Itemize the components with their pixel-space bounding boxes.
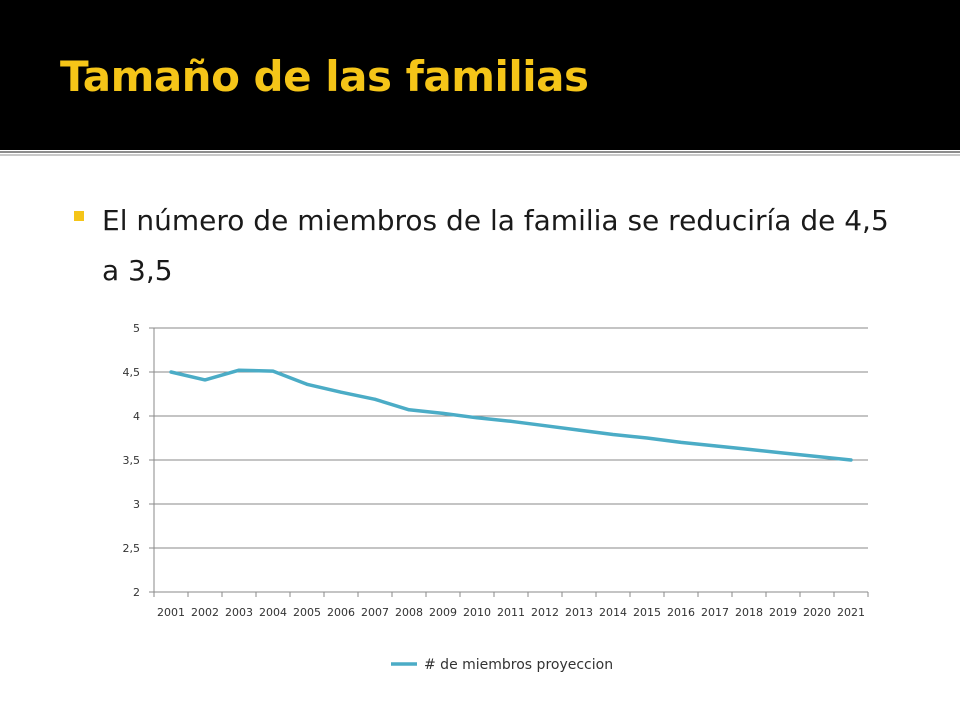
- title-divider-secondary: [0, 154, 960, 156]
- bullet-square-icon: [74, 211, 84, 221]
- x-tick-label: 2001: [157, 606, 185, 619]
- y-tick-label: 2: [133, 586, 140, 599]
- data-point: [781, 451, 785, 455]
- data-point: [373, 397, 377, 401]
- slide-title: Tamaño de las familias: [60, 52, 589, 101]
- x-tick-label: 2006: [327, 606, 355, 619]
- x-tick-label: 2017: [701, 606, 729, 619]
- series-line: [169, 368, 853, 462]
- chart-legend: # de miembros proyeccion: [391, 657, 613, 673]
- y-tick-label: 4,5: [123, 366, 141, 379]
- x-tick-label: 2011: [497, 606, 525, 619]
- x-tick-label: 2021: [837, 606, 865, 619]
- x-tick-label: 2014: [599, 606, 627, 619]
- chart-series: [169, 368, 853, 462]
- x-tick-label: 2007: [361, 606, 389, 619]
- data-point: [849, 458, 853, 462]
- y-tick-label: 4: [133, 410, 140, 423]
- x-tick-label: 2003: [225, 606, 253, 619]
- y-tick-label: 3: [133, 498, 140, 511]
- data-point: [237, 368, 241, 372]
- bullet-text: El número de miembros de la familia se r…: [102, 204, 889, 287]
- data-point: [475, 416, 479, 420]
- x-tick-label: 2012: [531, 606, 559, 619]
- data-point: [543, 424, 547, 428]
- x-tick-label: 2008: [395, 606, 423, 619]
- data-point: [713, 444, 717, 448]
- x-tick-label: 2010: [463, 606, 491, 619]
- data-point: [577, 428, 581, 432]
- x-tick-label: 2015: [633, 606, 661, 619]
- data-point: [441, 411, 445, 415]
- x-tick-label: 2005: [293, 606, 321, 619]
- y-tick-label: 3,5: [123, 454, 141, 467]
- x-tick-label: 2019: [769, 606, 797, 619]
- data-point: [747, 447, 751, 451]
- chart-gridlines: [154, 327, 868, 593]
- data-point: [509, 419, 513, 423]
- x-tick-label: 2016: [667, 606, 695, 619]
- data-point: [305, 382, 309, 386]
- data-point: [611, 432, 615, 436]
- data-point: [339, 390, 343, 394]
- data-point: [271, 369, 275, 373]
- data-point: [679, 440, 683, 444]
- data-point: [815, 454, 819, 458]
- x-tick-label: 2002: [191, 606, 219, 619]
- data-point: [407, 408, 411, 412]
- title-bar: [0, 0, 960, 150]
- x-axis-ticks: 2001 2002 2003 2004 2005 2006 2007 2008 2009 2010…: [153, 592, 869, 619]
- x-tick-label: 2013: [565, 606, 593, 619]
- y-tick-label: 5: [133, 322, 140, 335]
- x-tick-label: 2009: [429, 606, 457, 619]
- y-axis-ticks: 2 2,5 3 3,5 4 4,5 5: [123, 322, 154, 599]
- x-tick-label: 2018: [735, 606, 763, 619]
- data-point: [169, 370, 173, 374]
- data-point: [203, 378, 207, 382]
- x-tick-label: 2004: [259, 606, 287, 619]
- data-point: [645, 436, 649, 440]
- title-divider: [0, 151, 960, 153]
- y-tick-label: 2,5: [123, 542, 141, 555]
- x-tick-label: 2020: [803, 606, 831, 619]
- legend-label: # de miembros proyeccion: [424, 657, 613, 673]
